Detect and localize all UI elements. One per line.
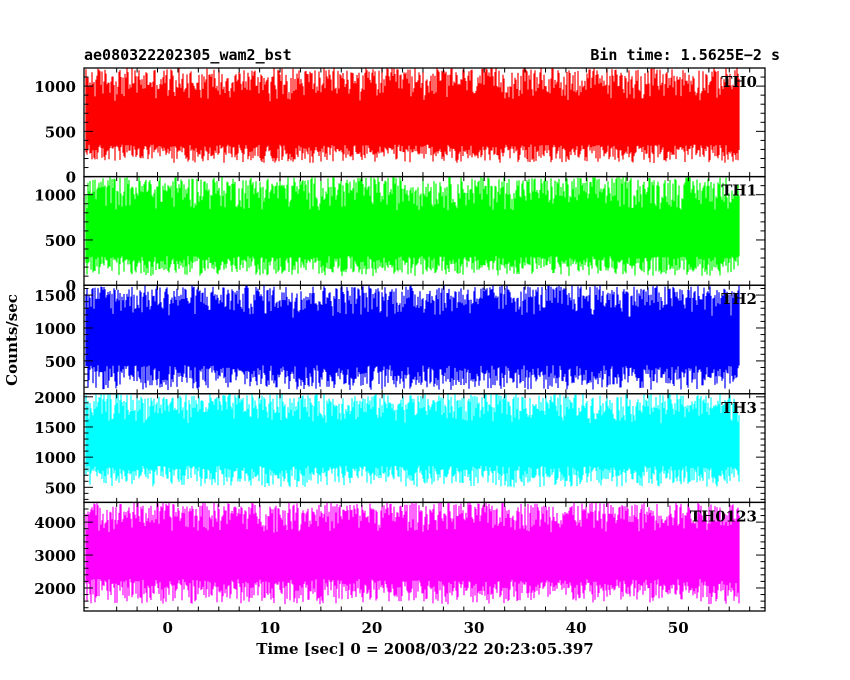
chart-title: ae080322202305_wam2_bst: [84, 46, 292, 64]
series-core-th2: [86, 319, 740, 363]
panel-label: TH1: [721, 182, 757, 200]
x-tick-label: 0: [163, 619, 173, 637]
panel-label: TH0: [721, 73, 757, 91]
y-tick-label: 1000: [34, 187, 76, 205]
series-core-th0123: [86, 534, 740, 577]
panel-frame: [83, 501, 766, 612]
x-tick-label: 50: [668, 619, 689, 637]
y-tick-label: 0: [66, 169, 76, 187]
x-axis: 0 10 20 30 40 50: [163, 619, 689, 637]
panel-th0123: 2000 3000 4000 TH0123: [34, 501, 766, 612]
y-tick-label: 2000: [34, 389, 76, 407]
x-tick-label: 10: [259, 619, 280, 637]
y-tick-label: 1500: [34, 287, 76, 305]
y-tick-label: 1500: [34, 419, 76, 437]
y-tick-label: 1000: [34, 320, 76, 338]
panel-th1: 0 500 1000 TH1: [34, 175, 766, 295]
y-tick-label: 500: [45, 232, 76, 250]
series-core-th3: [86, 425, 740, 464]
y-tick-label: 1000: [34, 449, 76, 467]
y-tick-label: 500: [45, 123, 76, 141]
y-tick-label: 2000: [34, 580, 76, 598]
panel-label: TH2: [721, 290, 757, 308]
y-tick-label: 4000: [34, 514, 76, 532]
panel-th0: 0 500 1000 TH0: [34, 67, 766, 187]
panel-label: TH3: [721, 399, 757, 417]
y-tick-label: 500: [45, 479, 76, 497]
series-core-th0: [86, 103, 740, 143]
series-core-th1: [86, 213, 740, 255]
panel-th3: 500 1000 1500 2000 TH3: [34, 389, 766, 504]
y-tick-label: 500: [45, 353, 76, 371]
x-axis-label: Time [sec] 0 = 2008/03/22 20:23:05.397: [256, 640, 593, 658]
panel-th2: 500 1000 1500 TH2: [34, 284, 766, 395]
y-tick-label: 1000: [34, 78, 76, 96]
y-tick-label: 0: [66, 277, 76, 295]
x-tick-label: 30: [464, 619, 485, 637]
x-tick-label: 20: [361, 619, 382, 637]
panels: 0 500 1000 TH0 0 500 1000 TH1 500 1000 1500 TH2 500 1…: [34, 67, 766, 612]
y-tick-label: 3000: [34, 547, 76, 565]
y-axis-label: Counts/sec: [3, 294, 21, 386]
x-tick-label: 40: [566, 619, 587, 637]
bin-time-label: Bin time: 1.5625E−2 s: [590, 46, 780, 64]
panel-label: TH0123: [690, 507, 757, 525]
